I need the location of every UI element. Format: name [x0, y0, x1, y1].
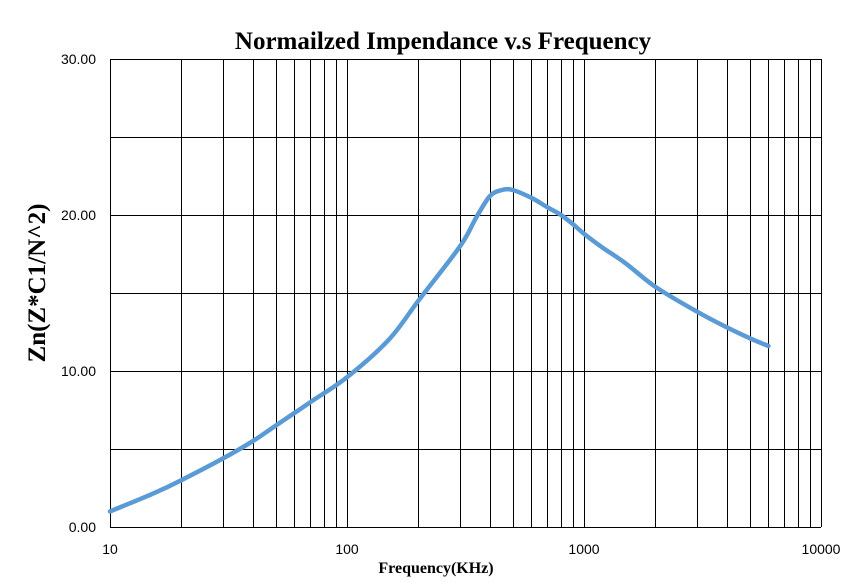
y-tick-label: 0.00 — [69, 519, 96, 535]
x-axis-ticks: 10 100 1000 10000 — [102, 541, 840, 557]
x-axis-label: Frequency(KHz) — [378, 560, 493, 577]
chart-title: Normailzed Impendance v.s Frequency — [235, 28, 652, 55]
plot-grid — [110, 59, 822, 528]
y-tick-label: 10.00 — [61, 363, 96, 379]
y-axis-label: Zn(Z*C1/N^2) — [24, 204, 51, 363]
x-tick-label: 100 — [335, 541, 359, 557]
y-tick-label: 20.00 — [61, 207, 96, 223]
x-tick-label: 1000 — [568, 541, 599, 557]
y-tick-label: 30.00 — [61, 51, 96, 67]
x-tick-label: 10000 — [802, 541, 841, 557]
y-axis-ticks: 0.00 10.00 20.00 30.00 — [61, 51, 96, 535]
x-tick-label: 10 — [102, 541, 118, 557]
impedance-series-line — [107, 186, 771, 514]
series-layer — [107, 186, 771, 514]
